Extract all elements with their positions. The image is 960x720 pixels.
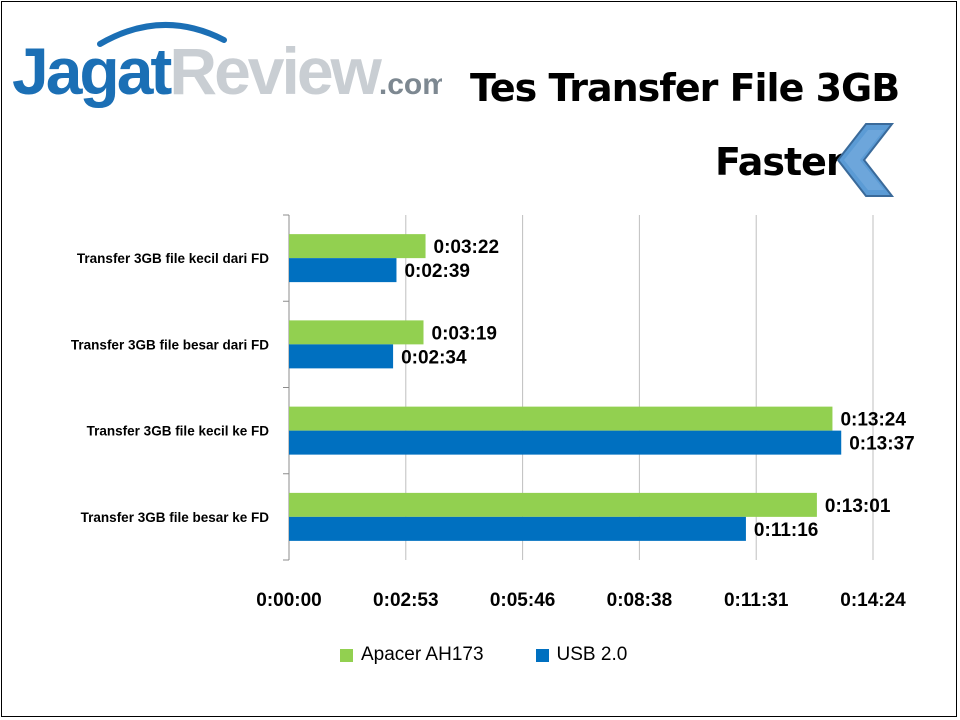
x-tick-label: 0:05:46 <box>490 590 556 611</box>
category-label: Transfer 3GB file kecil ke FD <box>87 424 270 439</box>
x-tick-label: 0:11:31 <box>724 590 789 611</box>
legend-label-usb: USB 2.0 <box>556 644 628 665</box>
logo-text-review: Review <box>169 34 382 108</box>
x-tick-label: 0:14:24 <box>840 590 906 611</box>
legend-label-apacer: Apacer AH173 <box>361 644 484 665</box>
svg-text:JagatReview.com: JagatReview.com <box>12 34 442 108</box>
logo-text-jagat: Jagat <box>12 34 172 108</box>
faster-annotation: Faster <box>715 140 845 184</box>
data-label: 0:02:39 <box>404 261 470 282</box>
bar-apacer <box>289 492 817 517</box>
bar-usb <box>289 430 842 455</box>
bar-apacer <box>289 406 833 431</box>
category-label: Transfer 3GB file besar dari FD <box>71 337 269 352</box>
bar-usb <box>289 516 746 541</box>
data-label: 0:11:16 <box>754 520 818 541</box>
legend-item-usb: USB 2.0 <box>535 644 628 666</box>
x-tick-label: 0:00:00 <box>256 590 322 611</box>
logo-swoosh <box>97 22 227 47</box>
data-label: 0:03:19 <box>432 323 498 344</box>
bars-layer <box>289 234 842 541</box>
bar-usb <box>289 258 397 283</box>
jagatreview-logo: JagatReview.com <box>12 22 442 108</box>
data-label: 0:13:01 <box>825 496 891 517</box>
faster-arrow-icon <box>836 123 895 197</box>
legend-item-apacer: Apacer AH173 <box>340 644 484 666</box>
data-label: 0:13:37 <box>849 434 915 455</box>
chart-title: Tes Transfer File 3GB <box>470 66 900 110</box>
labels-layer: 0:00:00 0:02:53 0:05:46 0:08:38 0:11:31 0:14:… <box>71 237 915 611</box>
logo-text-com: .com <box>379 68 442 101</box>
bar-apacer <box>289 234 426 259</box>
legend: Apacer AH173 USB 2.0 <box>340 644 627 666</box>
x-tick-label: 0:02:53 <box>373 590 439 611</box>
data-label: 0:13:24 <box>840 410 906 431</box>
bar-apacer <box>289 320 424 345</box>
data-label: 0:02:34 <box>401 347 467 368</box>
x-tick-label: 0:08:38 <box>607 590 673 611</box>
legend-swatch-usb <box>535 648 549 662</box>
legend-swatch-apacer <box>340 648 353 662</box>
category-label: Transfer 3GB file kecil dari FD <box>77 251 269 266</box>
bar-usb <box>289 344 394 369</box>
data-label: 0:03:22 <box>434 237 500 258</box>
category-label: Transfer 3GB file besar ke FD <box>81 510 270 525</box>
